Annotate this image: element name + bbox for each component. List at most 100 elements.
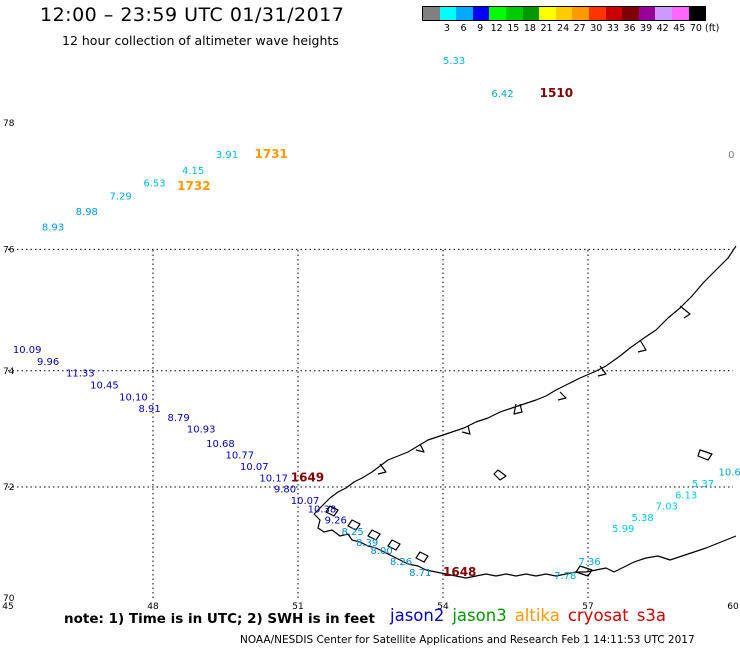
satellite-jason3: jason3	[452, 606, 507, 625]
longitude-tick-label: 57	[582, 602, 593, 612]
legend-tick-label: 3	[443, 23, 450, 34]
legend-color-bar	[422, 6, 707, 21]
coastline-mainland	[613, 535, 737, 573]
latitude-tick-label: 72	[3, 483, 14, 493]
latitude-tick-label: 78	[3, 119, 15, 129]
wave-height-legend: 3 6 9 12 15 18 21 24 27 30 33 36 39 42 45 70 (ft)	[422, 6, 719, 35]
legend-tick-label: 33	[606, 23, 619, 34]
satellite-cryosat: cryosat	[567, 606, 629, 625]
coastline-islets	[325, 505, 593, 577]
legend-tick-label: 70	[689, 23, 702, 34]
legend-swatch	[456, 7, 473, 20]
wave-height-label: 0	[728, 150, 734, 161]
wave-height-label: 8.91	[139, 404, 161, 415]
legend-unit: (ft)	[705, 23, 720, 34]
wave-height-label: 8.39	[356, 538, 378, 549]
wave-height-label: 9.96	[37, 357, 59, 368]
legend-tick-label: 9	[477, 23, 484, 34]
legend-swatch	[671, 7, 689, 20]
latitude-tick-label: 74	[3, 367, 15, 377]
longitude-tick-label: 60	[727, 602, 739, 612]
legend-tick-label: 24	[557, 23, 570, 34]
pass-time-label: 1649	[291, 470, 324, 484]
wave-height-label: 5.38	[632, 513, 654, 524]
legend-tick-label: 18	[523, 23, 536, 34]
legend-swatch	[439, 7, 457, 20]
coastline	[313, 245, 737, 579]
wave-height-label: 6.42	[491, 89, 513, 100]
pass-time-label: 1510	[540, 86, 573, 100]
wave-height-label: 8.79	[168, 413, 190, 424]
legend-tick-label: 42	[656, 23, 669, 34]
credit-line: NOAA/NESDIS Center for Satellite Applica…	[240, 634, 695, 646]
legend-swatch	[688, 7, 706, 20]
legend-swatch	[539, 7, 556, 20]
wave-height-label: 8.71	[409, 568, 431, 579]
longitude-tick-label: 51	[292, 602, 303, 612]
wave-height-label: 10.07	[240, 462, 269, 473]
map-gridlines	[8, 248, 733, 598]
legend-swatch	[423, 7, 440, 20]
wave-height-label: 10.77	[226, 450, 255, 461]
wave-height-label: 7.78	[554, 571, 576, 582]
wave-height-label: 4.15	[182, 166, 204, 177]
wave-height-label: 9.80	[274, 485, 296, 496]
legend-labels: 3 6 9 12 15 18 21 24 27 30 33 36 39 42 45 70 (ft)	[422, 21, 719, 35]
wave-height-label: 8.93	[42, 223, 64, 234]
legend-swatch	[588, 7, 606, 20]
wave-height-label: 8.26	[390, 557, 412, 568]
wave-height-label: 10.10	[119, 392, 148, 403]
coastline-south-island	[313, 513, 615, 579]
legend-tick-label: 21	[540, 23, 553, 34]
legend-tick-label: 39	[640, 23, 653, 34]
legend-tick-label: 30	[590, 23, 603, 34]
map-title: 12:00 – 23:59 UTC 01/31/2017	[40, 4, 345, 26]
pass-time-label: 1648	[443, 565, 476, 579]
longitude-tick-label: 48	[147, 602, 159, 612]
map-subtitle: 12 hour collection of altimeter wave hei…	[62, 33, 339, 48]
legend-swatch	[489, 7, 506, 20]
legend-swatch	[622, 7, 639, 20]
coastline-fjord-details	[377, 305, 713, 481]
legend-swatch	[505, 7, 523, 20]
satellite-altika: altika	[514, 606, 560, 625]
wave-height-label: 10.38	[308, 504, 337, 515]
altimeter-observations: 5.33 6.42 1510 0 3.91 1731 4.15 6.53 1732 7.29 8.9…	[13, 56, 740, 582]
wave-height-label: 5.99	[612, 524, 634, 535]
wave-height-label: 10.45	[90, 381, 119, 392]
satellite-jason2: jason2	[390, 606, 445, 625]
latitude-tick-label: 76	[3, 245, 15, 255]
legend-swatch	[605, 7, 623, 20]
legend-tick-label: 27	[573, 23, 586, 34]
legend-swatch	[555, 7, 573, 20]
longitude-tick-label: 54	[437, 602, 449, 612]
legend-swatch	[522, 7, 540, 20]
legend-tick-label: 6	[460, 23, 467, 34]
wave-height-label: 8.00	[371, 546, 393, 557]
wave-height-label: 7.03	[656, 502, 678, 513]
wave-height-label: 5.37	[692, 479, 714, 490]
wave-height-label: 10.17	[259, 473, 288, 484]
wave-height-label: 10.09	[13, 345, 42, 356]
satellite-s3a: s3a	[636, 606, 666, 625]
legend-tick-label: 15	[507, 23, 520, 34]
pass-time-label: 1731	[255, 147, 288, 161]
coastline-north-island	[313, 245, 737, 515]
satellite-legend: jason2 jason3 altika cryosat s3a	[390, 606, 674, 625]
wave-height-label: 8.25	[342, 527, 364, 538]
wave-height-label: 7.29	[110, 191, 132, 202]
wave-height-label: 10.68	[206, 439, 235, 450]
pass-time-label: 1732	[177, 179, 210, 193]
latitude-tick-label: 70	[3, 594, 15, 604]
legend-tick-label: 45	[673, 23, 686, 34]
legend-swatch	[572, 7, 589, 20]
wave-height-label: 8.98	[76, 207, 98, 218]
wave-height-label: 11.33	[66, 369, 95, 380]
wave-height-label: 7.36	[578, 557, 600, 568]
legend-tick-label: 36	[623, 23, 636, 34]
wave-height-label: 6.13	[675, 490, 697, 501]
wave-height-label: 5.33	[443, 56, 465, 67]
legend-tick-label: 12	[490, 23, 503, 34]
legend-swatch	[472, 7, 490, 20]
